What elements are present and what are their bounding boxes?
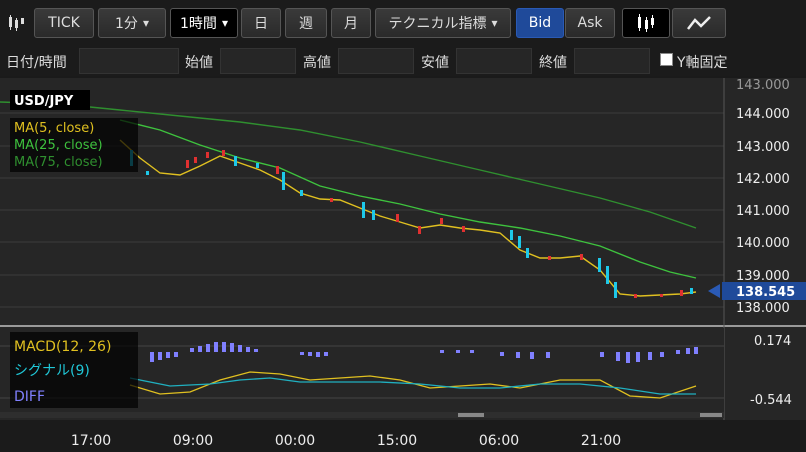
ma25-legend: MA(25, close): [14, 138, 103, 153]
candle: [462, 226, 465, 232]
ma75-legend: MA(75, close): [14, 155, 103, 170]
low-label: 安値: [421, 55, 449, 71]
macd-legend: MACD(12, 26): [14, 339, 111, 355]
candle: [300, 190, 303, 196]
tick-button[interactable]: TICK: [34, 8, 94, 38]
minute-label: 1分: [115, 16, 138, 32]
candle: [518, 236, 521, 248]
macd-line: [129, 371, 697, 399]
current-price-badge: [722, 282, 806, 300]
candle: [206, 152, 209, 158]
close-field: [574, 48, 650, 74]
candle: [330, 198, 333, 202]
candle: [276, 166, 279, 174]
candle: [222, 150, 225, 156]
candle: [660, 294, 663, 297]
technical-label: テクニカル指標: [388, 16, 487, 32]
open-label: 始値: [185, 55, 213, 71]
candle: [372, 210, 375, 220]
time-label-5: 21:00: [581, 433, 621, 449]
ma5-line: [119, 139, 697, 297]
scrollbar-track: [0, 412, 724, 418]
candle: [526, 248, 529, 258]
day-button[interactable]: 日: [241, 8, 281, 38]
datetime-field: [79, 48, 179, 74]
candle: [580, 254, 583, 260]
ma5-legend: MA(5, close): [14, 121, 94, 136]
candle: [194, 157, 197, 163]
signal-legend: シグナル(9): [14, 363, 90, 379]
close-label: 終値: [539, 55, 567, 71]
candlestick-icon[interactable]: [4, 8, 28, 38]
low-field: [456, 48, 532, 74]
candle: [548, 256, 551, 260]
ohlc-row: 日付/時間 始値 高値 安値 終値 Y軸固定: [0, 46, 806, 76]
yaxis-fix-label: Y軸固定: [677, 55, 728, 71]
price-tick-6: 139.000: [736, 269, 790, 284]
macd-histogram: [150, 342, 698, 363]
technical-dropdown[interactable]: テクニカル指標: [375, 8, 511, 38]
price-tick-5: 140.000: [736, 236, 790, 251]
price-tick-7: 138.000: [736, 301, 790, 316]
high-label: 高値: [303, 55, 331, 71]
candle: [418, 226, 421, 234]
signal-line: [129, 377, 696, 395]
candle: [362, 202, 365, 218]
candle: [510, 230, 513, 240]
open-field: [220, 48, 296, 74]
price-tick-2: 143.000: [736, 140, 790, 155]
candlestick-icon: [638, 14, 654, 32]
scrollbar-thumb: [458, 413, 484, 417]
price-tick-3: 142.000: [736, 172, 790, 187]
time-label-2: 00:00: [275, 433, 315, 449]
candle: [614, 282, 617, 298]
price-tick-0: 143.000: [736, 78, 790, 93]
current-price: 138.545: [736, 285, 795, 300]
month-button[interactable]: 月: [331, 8, 371, 38]
ma75-line: [0, 101, 697, 229]
toolbar: TICK 1分 1時間 日 週 月 テクニカル指標 Bid Ask: [0, 0, 806, 46]
time-label-4: 06:00: [479, 433, 519, 449]
hour-label: 1時間: [180, 16, 217, 32]
candle: [396, 214, 399, 222]
candle: [606, 266, 609, 284]
candle: [234, 156, 237, 166]
week-button[interactable]: 週: [285, 8, 327, 38]
diff-legend: DIFF: [14, 389, 45, 405]
candle: [680, 290, 683, 296]
candle: [634, 294, 637, 298]
ask-button[interactable]: Ask: [565, 8, 615, 38]
candle: [186, 160, 189, 168]
symbol-label: USD/JPY: [14, 94, 74, 109]
line-chart-button[interactable]: [672, 8, 726, 38]
candle: [146, 171, 149, 175]
candle: [440, 218, 443, 224]
bid-button[interactable]: Bid: [516, 8, 564, 38]
candle: [282, 172, 285, 190]
minute-dropdown[interactable]: 1分: [98, 8, 166, 38]
hour-dropdown[interactable]: 1時間: [170, 8, 238, 38]
ma25-line: [119, 119, 697, 279]
macd-high-tick: 0.174: [754, 334, 791, 349]
time-label-0: 17:00: [71, 433, 111, 449]
candle: [256, 163, 259, 168]
scrollbar-end: [700, 413, 722, 417]
candle: [598, 258, 601, 272]
price-tick-1: 144.000: [736, 107, 790, 122]
line-chart-icon: [687, 16, 711, 30]
yaxis-fix-checkbox[interactable]: [660, 53, 673, 66]
time-label-1: 09:00: [173, 433, 213, 449]
price-arrow-icon: [708, 284, 720, 298]
chart-area[interactable]: 143.000 144.000 143.000 142.000 141.000 …: [0, 78, 806, 452]
high-field: [338, 48, 414, 74]
price-tick-4: 141.000: [736, 204, 790, 219]
macd-low-tick: -0.544: [750, 393, 792, 408]
candle-chart-button[interactable]: [622, 8, 670, 38]
time-label-3: 15:00: [377, 433, 417, 449]
candle: [690, 288, 693, 294]
datetime-label: 日付/時間: [6, 55, 67, 71]
